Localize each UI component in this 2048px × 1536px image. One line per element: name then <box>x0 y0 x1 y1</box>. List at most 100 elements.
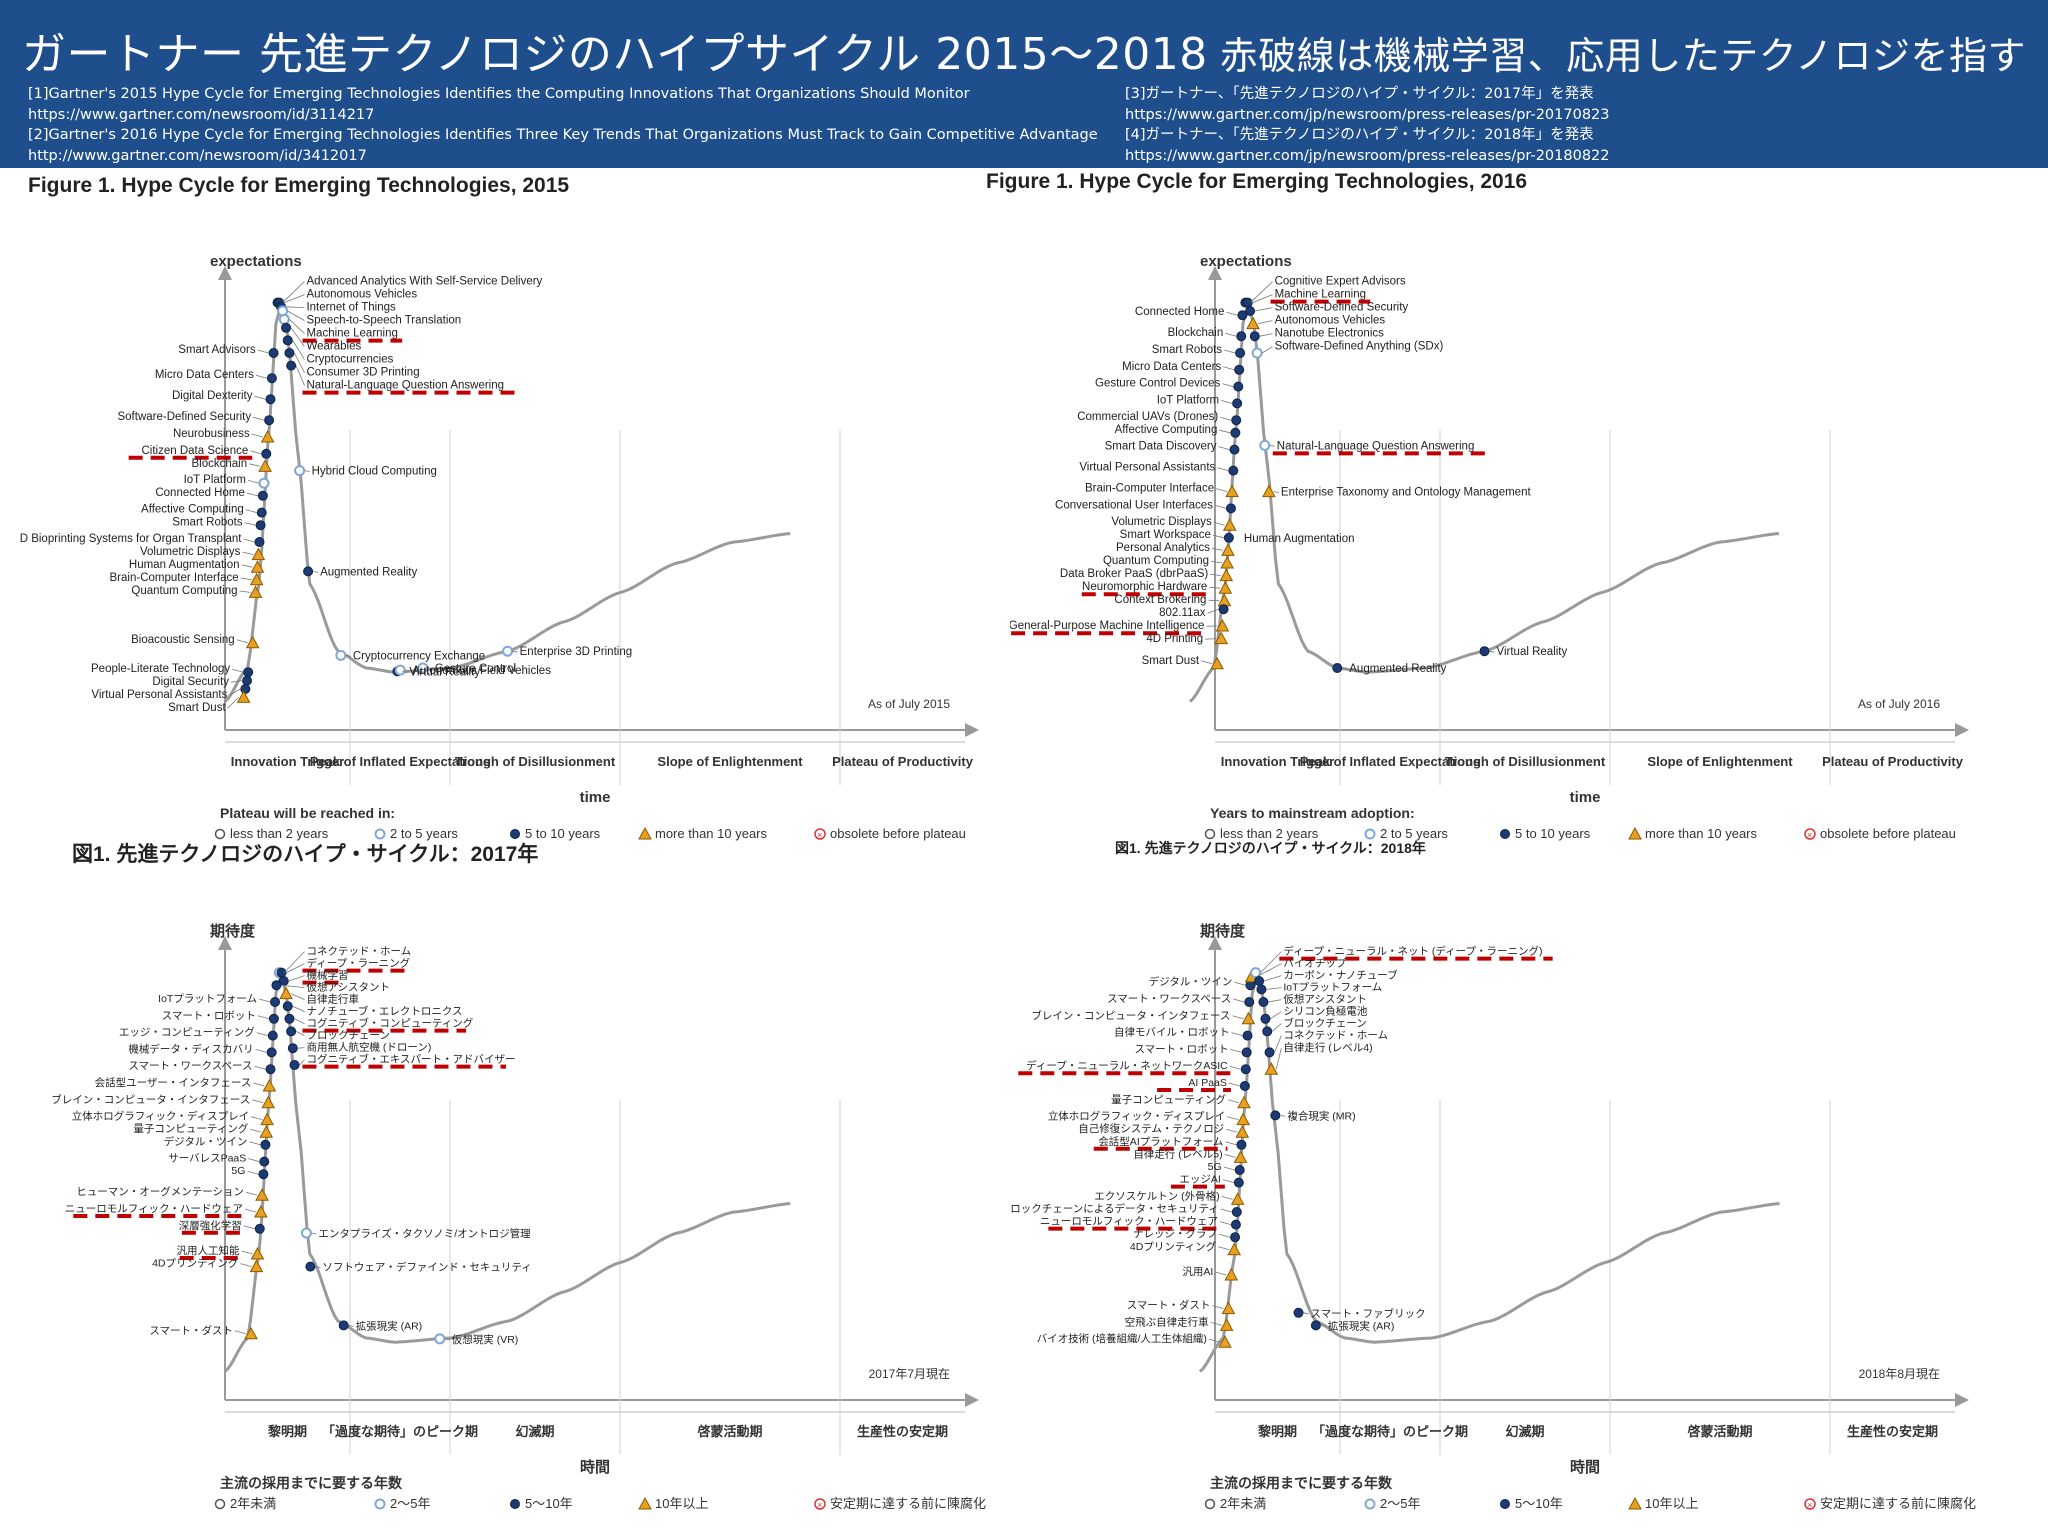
technology-marker <box>268 1013 279 1024</box>
technology-marker <box>266 373 277 384</box>
technology-marker <box>338 1320 349 1331</box>
technology-marker <box>1264 1047 1275 1058</box>
technology-label: Brain-Computer Interface <box>110 572 239 584</box>
title-main: ガートナー 先進テクノロジのハイプサイクル 2015〜2018 <box>22 29 1208 80</box>
leader-line <box>245 1191 258 1196</box>
legend-marker <box>510 829 520 839</box>
technology-label: Virtual Personal Assistants <box>91 689 227 701</box>
leader-line <box>1214 505 1227 509</box>
technology-marker <box>1258 997 1269 1007</box>
technology-marker <box>1227 1242 1242 1256</box>
hype-cycle-2015: Figure 1. Hype Cycle for Emerging Techno… <box>13 170 1010 850</box>
phase-label: Peak of Inflated Expectations <box>310 754 491 769</box>
leader-line <box>249 463 261 467</box>
technology-marker <box>1219 568 1234 582</box>
technology-marker <box>282 335 293 346</box>
legend-label: 5 to 10 years <box>1515 826 1591 841</box>
leader-line <box>285 306 305 308</box>
technology-label: ディープ・ニューラル・ネットワークASIC <box>1026 1059 1228 1072</box>
technology-label: ナノチューブ・エレクトロニクス <box>306 1005 462 1018</box>
leader-line <box>1489 650 1495 653</box>
technology-label: Cognitive Expert Advisors <box>1275 276 1406 288</box>
leader-line <box>1261 346 1273 354</box>
leader-line <box>1208 1338 1221 1343</box>
leader-line <box>258 998 271 1003</box>
technology-marker <box>266 1047 277 1058</box>
technology-marker <box>1293 1307 1304 1318</box>
legend-marker <box>1364 828 1376 840</box>
ref-link[interactable]: http://www.gartner.com/newsroom/id/34120… <box>28 147 367 164</box>
technology-label: Micro Data Centers <box>1122 361 1221 373</box>
figure-title: Figure 1. Hype Cycle for Emerging Techno… <box>986 170 1528 193</box>
references-right: [3]ガートナー、「先進テクノロジのハイプ・サイクル：2017年」を発表 htt… <box>1125 84 1610 166</box>
leader-line <box>295 1031 305 1036</box>
ref-link[interactable]: https://www.gartner.com/newsroom/id/3114… <box>28 106 375 123</box>
technology-marker <box>284 1013 295 1024</box>
technology-label: Augmented Reality <box>320 566 417 578</box>
ref-link[interactable]: https://www.gartner.com/jp/newsroom/pres… <box>1125 147 1610 164</box>
leader-line <box>289 319 305 334</box>
leader-line <box>1232 1015 1244 1020</box>
technology-marker <box>1236 1139 1247 1150</box>
legend-label: less than 2 years <box>1220 826 1319 841</box>
technology-label: Data Broker PaaS (dbrPaaS) <box>1060 568 1208 580</box>
technology-label: Smart Robots <box>1152 344 1223 356</box>
leader-line <box>253 1082 265 1087</box>
leader-line <box>1223 1166 1235 1171</box>
phase-label: 啓蒙活動期 <box>1687 1424 1752 1439</box>
technology-label: Virtual Personal Assistants <box>1079 462 1215 474</box>
technology-label: 5G <box>231 1165 245 1177</box>
technology-label: ニューロモルフィック・ハードウェア <box>65 1203 243 1215</box>
ref-link[interactable]: https://www.gartner.com/jp/newsroom/pres… <box>1125 106 1610 123</box>
leader-line <box>1218 446 1230 450</box>
technology-label: Citizen Data Science <box>142 445 249 457</box>
leader-line <box>313 571 319 573</box>
leader-line <box>299 1059 305 1066</box>
leader-line <box>247 479 260 484</box>
leader-line <box>1213 521 1225 526</box>
technology-marker <box>1246 316 1260 330</box>
technology-label: コグニティブ・エキスパート・アドバイザー <box>306 1053 515 1066</box>
technology-label: 5G <box>1208 1161 1222 1173</box>
technology-marker <box>1218 581 1233 594</box>
leader-line <box>283 951 305 973</box>
leader-line <box>1271 1023 1282 1032</box>
technology-label: 自律モバイル・ロボット <box>1114 1026 1230 1039</box>
technology-label: 仮想現実 (VR) <box>452 1333 519 1346</box>
technology-marker <box>1228 465 1239 476</box>
technology-label: 自律走行 (レベル4) <box>1283 1041 1372 1054</box>
leader-line <box>251 1116 263 1120</box>
leader-line <box>255 1049 267 1053</box>
leader-line <box>1268 999 1282 1003</box>
leader-line <box>240 1263 252 1267</box>
technology-label: デジタル・ツイン <box>1149 975 1233 988</box>
leader-line <box>257 349 269 354</box>
legend-label: 5〜10年 <box>525 1496 573 1511</box>
leader-line <box>284 294 305 303</box>
leader-line <box>248 1158 260 1162</box>
leader-line <box>1263 975 1282 982</box>
leader-line <box>239 590 251 593</box>
technology-label: Virtual Reality <box>1497 646 1568 658</box>
phase-label: 「過度な期待」のピーク期 <box>322 1424 478 1439</box>
technology-marker <box>1218 1335 1232 1348</box>
legend-marker <box>1364 1498 1376 1510</box>
legend-marker <box>374 1498 386 1510</box>
leader-line <box>252 416 265 421</box>
legend-marker <box>638 1496 652 1510</box>
technology-marker <box>268 348 279 358</box>
technology-marker <box>1230 427 1241 438</box>
legend-marker <box>214 828 226 840</box>
technology-label: Software-Defined Anything (SDx) <box>1275 341 1444 353</box>
leader-line <box>1274 1035 1282 1053</box>
leader-line <box>255 374 268 379</box>
technology-marker <box>250 560 265 573</box>
as-of-label: As of July 2016 <box>1858 697 1940 711</box>
leader-line <box>512 650 518 653</box>
legend-label: more than 10 years <box>1645 826 1758 841</box>
technology-label: 仮想アシスタント <box>306 981 390 994</box>
technology-marker <box>1234 1165 1245 1175</box>
leader-line <box>246 492 258 497</box>
